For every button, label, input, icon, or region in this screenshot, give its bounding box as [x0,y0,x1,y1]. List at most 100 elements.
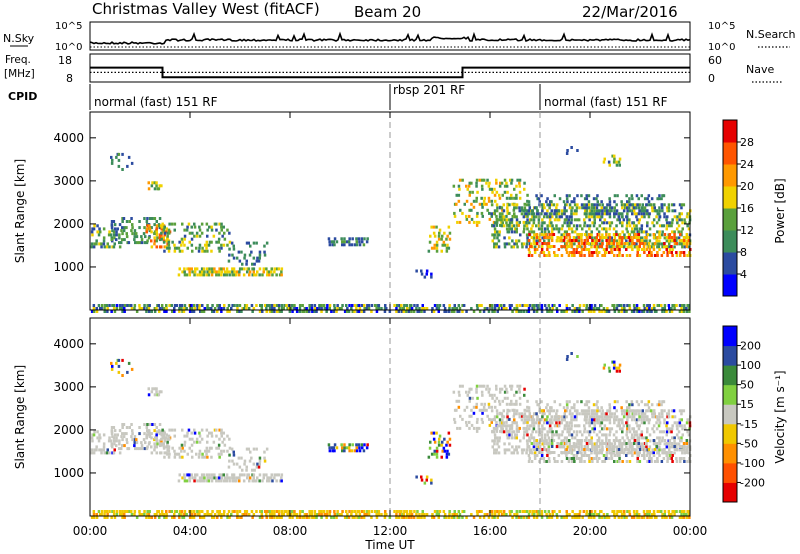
power-cell [510,220,514,224]
power-cell [630,194,634,198]
power-cell [483,202,486,206]
velocity-cell [620,448,623,451]
velocity-cell [235,462,239,466]
power-cell [203,307,206,310]
power-cell [540,248,544,251]
velocity-cell [220,428,223,432]
velocity-cell [636,409,639,413]
power-cell [402,310,405,313]
velocity-cell [266,476,269,480]
power-cell [515,307,519,310]
velocity-cell [431,516,434,519]
velocity-cell [673,445,676,448]
power-cell [663,242,666,245]
velocity-cell [538,421,541,425]
power-cell [105,245,109,249]
velocity-cell [212,516,216,519]
velocity-cell [680,516,684,519]
power-cell [682,242,686,245]
power-cell [600,200,603,204]
power-cell [601,254,604,257]
power-cell [112,245,116,249]
velocity-cell [510,433,513,437]
velocity-cell [577,445,581,449]
power-cell [605,310,609,313]
power-cell [656,212,659,216]
power-cell [570,218,573,222]
power-cell [353,243,357,247]
velocity-cell [570,421,573,425]
power-cell [357,310,361,313]
velocity-cell [115,444,118,448]
velocity-cell [363,443,366,447]
power-cell [481,202,484,206]
velocity-cell [201,455,204,459]
velocity-cell [230,447,234,451]
power-cell [540,203,544,207]
velocity-cell [576,424,579,428]
velocity-cell [177,479,181,483]
velocity-cell [565,454,568,457]
velocity-cell [258,479,261,483]
velocity-cell [160,451,163,455]
velocity-cell [632,430,636,434]
power-cell [617,160,621,164]
power-cell [587,215,591,219]
velocity-cell [613,421,616,425]
velocity-cell [660,403,663,407]
power-cell [680,242,684,246]
power-cell [602,307,606,310]
power-cell [135,310,139,313]
velocity-cell [618,424,621,428]
power-cell [670,236,674,239]
velocity-cell [642,454,646,457]
velocity-cell [320,513,323,516]
velocity-cell [160,443,163,447]
power-cell [625,310,628,313]
velocity-cell [656,457,659,460]
velocity-cell [620,513,624,516]
power-cell [328,304,332,307]
velocity-cell [570,424,573,428]
velocity-cell [600,516,604,519]
power-cell [608,227,611,231]
power-cell [181,240,184,244]
power-cell [181,249,184,253]
power-cell [685,215,689,219]
velocity-cell [607,516,611,519]
velocity-cell [145,426,149,429]
velocity-cell [160,431,164,435]
velocity-cell [663,439,667,442]
velocity-cell [525,448,529,452]
power-cell [146,224,149,228]
velocity-cell [265,513,268,516]
power-cell [621,236,624,239]
velocity-cell [173,510,177,513]
velocity-cell [635,510,639,513]
power-cell [410,310,413,313]
power-cell [195,267,199,271]
velocity-cell [491,439,494,443]
velocity-cell [541,415,544,419]
velocity-cell [188,437,192,441]
power-cell [528,221,531,225]
velocity-cell [171,516,174,519]
power-cell [542,251,546,254]
velocity-cell [562,406,566,410]
velocity-cell [218,428,221,432]
velocity-cell [435,431,438,435]
power-cell [500,224,504,228]
power-cell [205,240,209,244]
velocity-cell [526,442,529,446]
power-cell [551,224,554,228]
velocity-cell [591,418,594,422]
power-cell [620,242,623,245]
power-cell [206,249,209,253]
velocity-cell [113,516,117,519]
velocity-cell [198,510,201,513]
velocity-cell [615,513,619,516]
power-cell [465,214,468,218]
velocity-cell [535,418,539,422]
power-cell [425,269,429,273]
velocity-cell [508,427,512,431]
